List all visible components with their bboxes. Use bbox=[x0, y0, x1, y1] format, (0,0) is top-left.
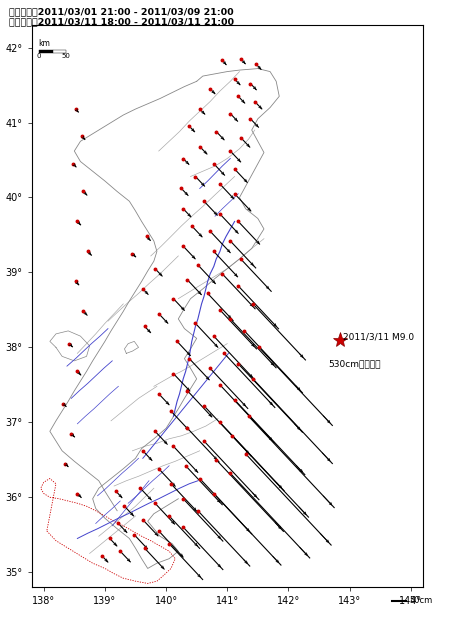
Text: 比較期間：2011/03/11 18:00 - 2011/03/11 21:00: 比較期間：2011/03/11 18:00 - 2011/03/11 21:00 bbox=[9, 17, 234, 26]
Text: 50cm: 50cm bbox=[409, 596, 432, 605]
Text: 530cm（覡鹿）: 530cm（覡鹿） bbox=[328, 359, 381, 368]
Text: 2011/3/11 M9.0: 2011/3/11 M9.0 bbox=[343, 332, 414, 342]
Text: km: km bbox=[38, 39, 50, 48]
Bar bbox=[53, 50, 66, 53]
Text: 基準期間：2011/03/01 21:00 - 2011/03/09 21:00: 基準期間：2011/03/01 21:00 - 2011/03/09 21:00 bbox=[9, 8, 234, 16]
Text: 0: 0 bbox=[36, 53, 41, 59]
Text: 50: 50 bbox=[62, 53, 71, 59]
Bar bbox=[39, 50, 53, 53]
